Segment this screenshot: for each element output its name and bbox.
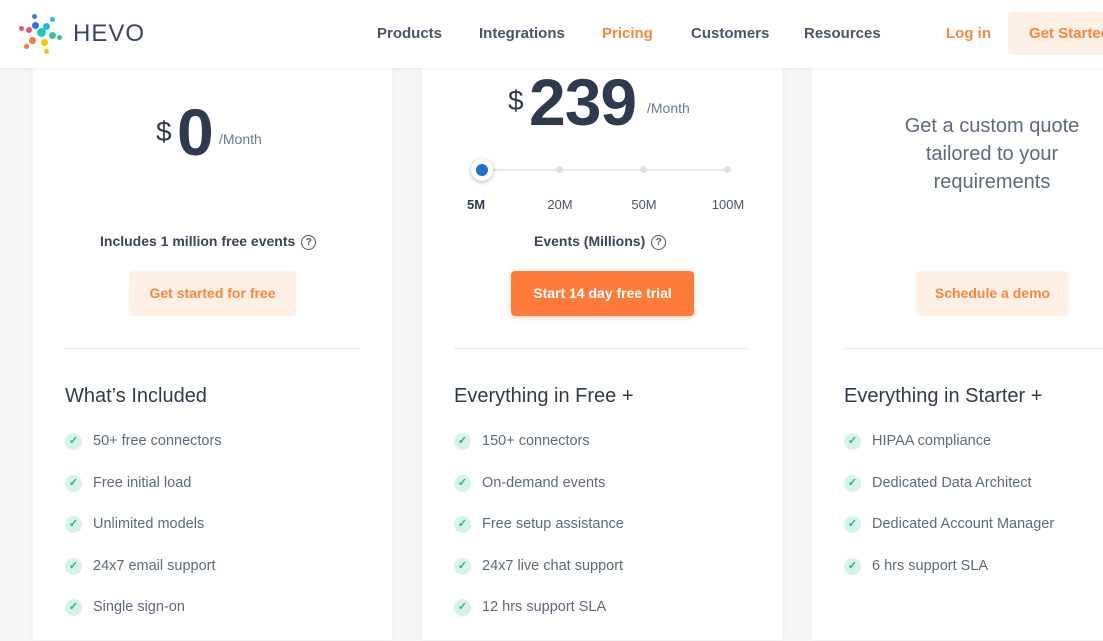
price: 239 xyxy=(529,65,637,139)
features-heading: Everything in Free + xyxy=(454,385,634,407)
start-trial-button[interactable]: Start 14 day free trial xyxy=(511,271,694,316)
custom-quote-text: Get a custom quote tailored to your requ… xyxy=(904,115,1080,193)
help-icon[interactable]: ? xyxy=(301,235,317,250)
nav-customers[interactable]: Customers xyxy=(691,25,770,42)
get-started-button[interactable]: Get Started xyxy=(1008,12,1103,55)
list-item: ✓ Free initial load xyxy=(65,474,222,517)
feature-list: ✓ 50+ free connectors ✓ Free initial load … xyxy=(65,433,222,641)
slider-stop[interactable] xyxy=(724,166,731,173)
nav-pricing[interactable]: Pricing xyxy=(602,25,653,42)
feature-text: Single sign-on xyxy=(93,599,185,615)
get-started-free-button[interactable]: Get started for free xyxy=(129,271,296,316)
price: 0 xyxy=(177,95,214,169)
list-item: ✓ Single sign-on xyxy=(65,599,222,641)
check-icon: ✓ xyxy=(454,433,471,450)
feature-list: ✓ HIPAA compliance ✓ Dedicated Data Archit… xyxy=(844,433,1054,599)
nav-integrations[interactable]: Integrations xyxy=(479,25,565,42)
top-nav: HEVO Products Integrations Pricing Custo… xyxy=(0,0,1103,68)
feature-text: 24x7 live chat support xyxy=(482,557,624,574)
note-text: Events (Millions) xyxy=(534,233,646,249)
slider-label[interactable]: 20M xyxy=(547,197,573,212)
events-note: Events (Millions)? xyxy=(534,233,667,250)
currency: $ xyxy=(508,85,524,116)
period: /Month xyxy=(647,100,690,116)
feature-text: Free setup assistance xyxy=(482,516,624,532)
slider-handle[interactable] xyxy=(471,159,493,181)
check-icon: ✓ xyxy=(65,557,82,575)
feature-text: Dedicated Account Manager xyxy=(872,516,1055,532)
check-icon: ✓ xyxy=(844,474,861,492)
plan-card-business: Get a custom quote tailored to your requ… xyxy=(812,60,1103,640)
hevo-logo-icon[interactable] xyxy=(18,12,62,56)
check-icon: ✓ xyxy=(65,474,82,492)
feature-text: 6 hrs support SLA xyxy=(872,557,989,574)
feature-text: 24x7 email support xyxy=(93,557,216,574)
login-link[interactable]: Log in xyxy=(946,25,991,42)
check-icon: ✓ xyxy=(844,516,861,533)
feature-list: ✓ 150+ connectors ✓ On-demand events ✓ Free… xyxy=(454,433,624,641)
divider xyxy=(454,348,750,349)
events-note: Includes 1 million free events? xyxy=(100,233,317,250)
plan-card-starter: $ 239 /Month 5M 20M 50M 100M Events (Mil… xyxy=(422,60,782,640)
list-item: ✓ 50+ free connectors xyxy=(65,433,222,475)
list-item: ✓ HIPAA compliance xyxy=(844,433,1054,475)
check-icon: ✓ xyxy=(844,557,861,575)
check-icon: ✓ xyxy=(454,557,471,575)
events-slider-track[interactable] xyxy=(482,169,728,171)
list-item: ✓ Dedicated Data Architect xyxy=(844,474,1054,517)
feature-text: On-demand events xyxy=(482,474,606,491)
check-icon: ✓ xyxy=(65,516,82,533)
feature-text: 12 hrs support SLA xyxy=(482,599,607,615)
period: /Month xyxy=(219,131,262,147)
feature-text: Unlimited models xyxy=(93,516,205,532)
schedule-demo-button[interactable]: Schedule a demo xyxy=(916,271,1069,316)
list-item: ✓ Free setup assistance xyxy=(454,516,624,558)
help-icon[interactable]: ? xyxy=(651,235,667,250)
check-icon: ✓ xyxy=(65,433,82,450)
divider xyxy=(844,348,1103,349)
slider-stop[interactable] xyxy=(556,166,563,173)
nav-products[interactable]: Products xyxy=(377,25,443,42)
list-item: ✓ On-demand events xyxy=(454,474,624,517)
nav-resources[interactable]: Resources xyxy=(804,25,881,42)
list-item: ✓ 150+ connectors xyxy=(454,433,624,475)
currency: $ xyxy=(156,116,172,147)
list-item: ✓ 24x7 live chat support xyxy=(454,557,624,600)
list-item: ✓ 24x7 email support xyxy=(65,557,222,600)
feature-text: 50+ free connectors xyxy=(93,433,222,449)
divider xyxy=(65,348,360,349)
list-item: ✓ 12 hrs support SLA xyxy=(454,599,624,641)
slider-label[interactable]: 5M xyxy=(466,197,486,212)
plan-card-free: $ 0 /Month Includes 1 million free event… xyxy=(33,60,392,640)
list-item: ✓ Dedicated Account Manager xyxy=(844,516,1054,558)
feature-text: HIPAA compliance xyxy=(872,433,992,449)
features-heading: Everything in Starter + xyxy=(844,385,1043,407)
brand-name[interactable]: HEVO xyxy=(73,20,146,47)
slider-label[interactable]: 50M xyxy=(631,197,657,212)
slider-label[interactable]: 100M xyxy=(711,197,745,212)
check-icon: ✓ xyxy=(454,516,471,533)
note-text: Includes 1 million free events xyxy=(100,233,296,249)
features-heading: What’s Included xyxy=(65,385,207,407)
check-icon: ✓ xyxy=(454,599,471,616)
slider-stop[interactable] xyxy=(640,166,647,173)
list-item: ✓ Unlimited models xyxy=(65,516,222,558)
check-icon: ✓ xyxy=(454,474,471,492)
check-icon: ✓ xyxy=(65,599,82,616)
feature-text: 150+ connectors xyxy=(482,433,590,449)
list-item: ✓ 6 hrs support SLA xyxy=(844,557,1054,600)
feature-text: Dedicated Data Architect xyxy=(872,474,1032,491)
check-icon: ✓ xyxy=(844,433,861,450)
feature-text: Free initial load xyxy=(93,474,192,491)
